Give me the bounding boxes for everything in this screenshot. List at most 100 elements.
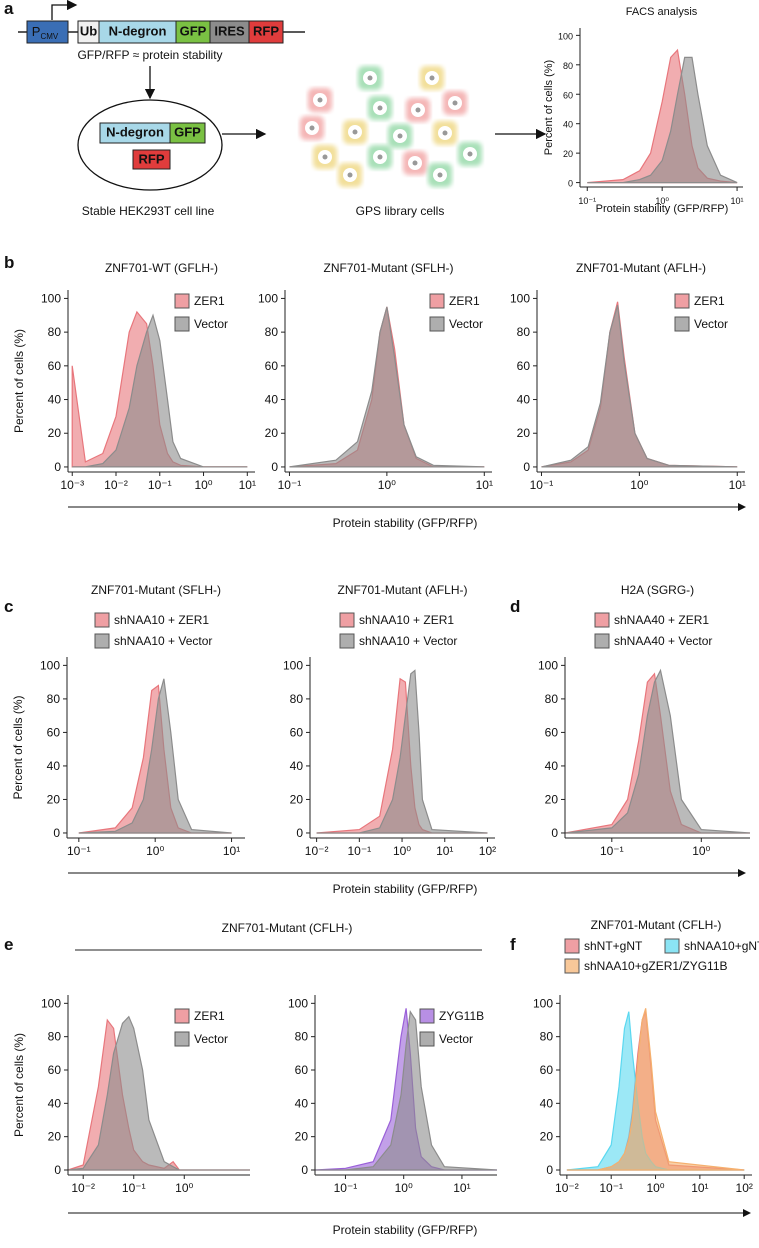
- y-tick-label: 0: [551, 826, 558, 840]
- y-tick-label: 80: [540, 1030, 554, 1044]
- y-tick-label: 40: [517, 393, 531, 407]
- x-tick-label: 10⁻²: [104, 478, 128, 492]
- legend-swatch: [674, 293, 690, 309]
- library-caption: GPS library cells: [356, 204, 445, 218]
- cell-rfp-box: [132, 149, 171, 170]
- cell-nucleus: [442, 130, 448, 136]
- x-tick-label: 10¹: [691, 1181, 708, 1195]
- cell-gfp-text: GFP: [174, 124, 201, 139]
- y-tick-label: 100: [41, 996, 61, 1010]
- x-tick-label: 10⁻¹: [148, 478, 172, 492]
- y-axis-label: Percent of cells (%): [12, 329, 26, 433]
- y-tick-label: 60: [563, 90, 573, 100]
- cell-nucleus: [437, 172, 443, 178]
- promoter-arrow: [51, 0, 78, 20]
- legend-label: ZER1: [694, 294, 725, 308]
- legend-swatch: [594, 612, 610, 628]
- y-tick-label: 100: [41, 291, 61, 305]
- y-tick-label: 20: [517, 426, 531, 440]
- chart-title: H2A (SGRG-): [621, 583, 694, 597]
- legend-label: shNAA40 + Vector: [614, 634, 712, 648]
- cell-nucleus: [352, 129, 358, 135]
- y-tick-label: 100: [510, 291, 530, 305]
- y-axis-label: Percent of cells (%): [543, 60, 555, 155]
- x-axis-label: Protein stability (GFP/RFP): [596, 203, 729, 215]
- x-tick-label: 10⁰: [393, 844, 411, 858]
- legend-label: ZYG11B: [439, 1009, 484, 1023]
- y-tick-label: 0: [53, 826, 60, 840]
- x-tick-label: 10⁻³: [60, 478, 84, 492]
- cell-ndegron-text: N-degron: [106, 124, 164, 139]
- legend-label: shNAA10+gNT: [684, 939, 759, 953]
- promoter: P: [32, 24, 41, 39]
- y-tick-label: 60: [47, 725, 61, 739]
- histogram-area: [564, 668, 751, 834]
- legend-label: shNAA10 + Vector: [359, 634, 457, 648]
- legend-swatch: [339, 633, 355, 649]
- x-tick-label: 10¹: [223, 844, 240, 858]
- y-tick-label: 100: [40, 658, 60, 672]
- legend-swatch: [429, 293, 445, 309]
- legend-label: ZER1: [194, 1009, 225, 1023]
- chart: 0 20 40 60 80 100 10⁻² 10⁻¹ 10⁰ Percent of cells …: [12, 995, 250, 1195]
- x-tick-label: 10⁰: [395, 1181, 413, 1195]
- panel-label: e: [4, 935, 13, 954]
- y-tick-label: 60: [265, 359, 279, 373]
- histogram-area: [541, 305, 738, 468]
- promoter-sub: CMV: [40, 32, 58, 41]
- y-tick-label: 100: [258, 291, 278, 305]
- legend-label: shNT+gNT: [584, 939, 643, 953]
- x-tick-label: 10⁻¹: [347, 844, 371, 858]
- ub-text: Ub: [80, 23, 97, 38]
- ratio-text: GFP/RFP ≈ protein stability: [77, 48, 222, 62]
- y-tick-label: 60: [295, 1063, 309, 1077]
- histogram-area: [566, 1008, 745, 1171]
- y-tick-label: 0: [568, 179, 573, 189]
- histogram-area: [316, 669, 488, 834]
- chart-title: ZNF701-Mutant (AFLH-): [337, 583, 467, 597]
- legend-label: Vector: [694, 317, 728, 331]
- y-tick-label: 40: [265, 393, 279, 407]
- y-tick-label: 40: [47, 759, 61, 773]
- legend-swatch: [594, 633, 610, 649]
- y-tick-label: 20: [48, 1130, 62, 1144]
- y-tick-label: 100: [283, 658, 303, 672]
- chart: FACS analysis 0 20 40 60 80 100 10⁻¹ 10⁰ 10¹ Perce…: [543, 6, 744, 215]
- y-tick-label: 40: [563, 120, 573, 130]
- y-tick-label: 20: [290, 792, 304, 806]
- y-tick-label: 0: [296, 826, 303, 840]
- legend-swatch: [94, 633, 110, 649]
- ndegron-text: N-degron: [109, 23, 167, 38]
- panel-label: d: [510, 597, 520, 616]
- y-tick-label: 60: [545, 725, 559, 739]
- x-tick-label: 10⁻¹: [334, 1181, 358, 1195]
- y-tick-label: 40: [48, 393, 62, 407]
- chart: ZNF701-Mutant (CFLH-) 0 20 40 60 80 100 10⁻² 10⁻…: [533, 918, 759, 1195]
- y-tick-label: 40: [540, 1096, 554, 1110]
- y-tick-label: 40: [290, 759, 304, 773]
- legend-label: ZER1: [194, 294, 225, 308]
- y-tick-label: 20: [47, 792, 61, 806]
- y-tick-label: 40: [295, 1096, 309, 1110]
- y-axis-label: Percent of cells (%): [11, 695, 25, 799]
- legend-swatch: [94, 612, 110, 628]
- x-tick-label: 10⁻¹: [599, 1181, 623, 1195]
- legend-swatch: [564, 938, 580, 954]
- chart-title: ZNF701-Mutant (AFLH-): [576, 261, 706, 275]
- x-tick-label: 10¹: [476, 478, 493, 492]
- x-tick-label: 10⁰: [194, 478, 212, 492]
- y-tick-label: 0: [54, 1163, 61, 1177]
- legend-label: Vector: [194, 317, 228, 331]
- x-tick-label: 10⁰: [175, 1181, 193, 1195]
- x-tick-label: 10⁻¹: [122, 1181, 146, 1195]
- y-tick-label: 0: [546, 1163, 553, 1177]
- chart-title: ZNF701-WT (GFLH-): [105, 261, 218, 275]
- cell-nucleus: [377, 105, 383, 111]
- chart: ZNF701-Mutant (SFLH-) 0 20 40 60 80 100 10⁻¹ 10⁰…: [11, 583, 245, 858]
- legend-label: ZER1: [449, 294, 480, 308]
- histogram-area: [78, 678, 232, 834]
- cell-gfp-box: [169, 122, 206, 144]
- cell-nucleus: [309, 125, 315, 131]
- cell-caption: Stable HEK293T cell line: [82, 204, 215, 218]
